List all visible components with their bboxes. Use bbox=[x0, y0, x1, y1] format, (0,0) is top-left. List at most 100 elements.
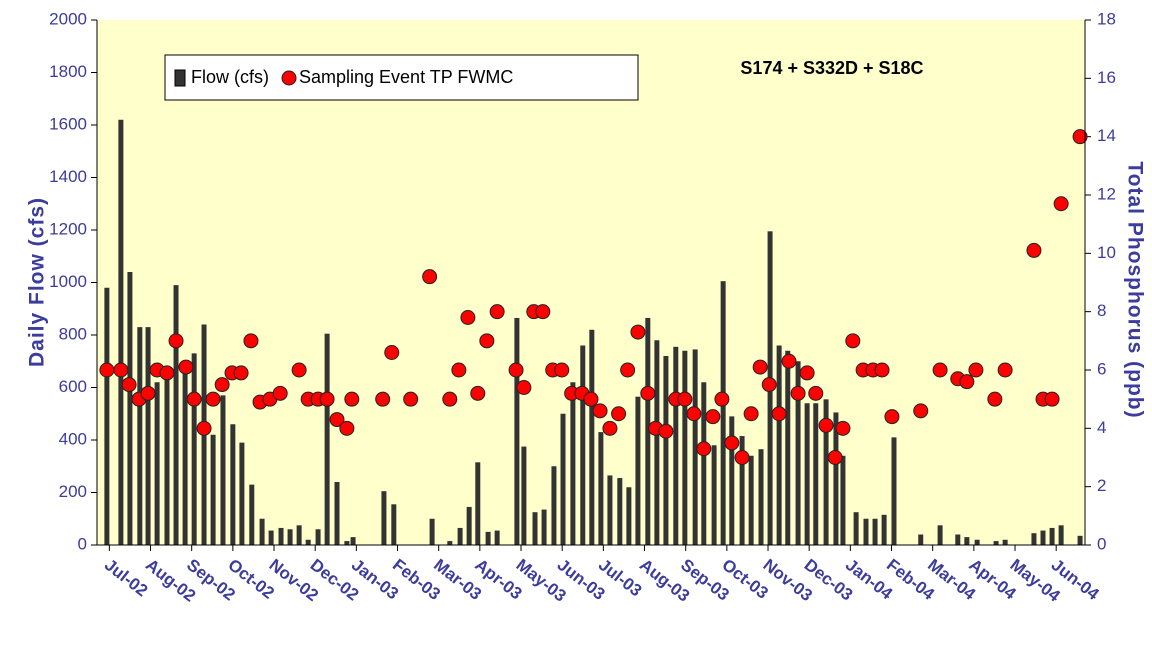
point bbox=[677, 391, 693, 407]
bar bbox=[729, 416, 735, 545]
bar bbox=[654, 340, 660, 545]
bar bbox=[154, 382, 160, 545]
bar bbox=[315, 529, 321, 545]
point bbox=[375, 391, 391, 407]
legend-box bbox=[164, 54, 639, 101]
point bbox=[620, 362, 636, 378]
y2-axis-title: Total Phosphorus (ppb) bbox=[1123, 161, 1146, 418]
point bbox=[1026, 242, 1042, 258]
point bbox=[344, 391, 360, 407]
bar bbox=[823, 399, 829, 545]
legend-swatch bbox=[174, 69, 186, 87]
point bbox=[442, 391, 458, 407]
point bbox=[724, 435, 740, 451]
point bbox=[384, 345, 400, 360]
point bbox=[686, 406, 702, 422]
bar bbox=[863, 518, 869, 545]
bar bbox=[626, 487, 632, 545]
point bbox=[835, 420, 851, 436]
bar bbox=[457, 527, 463, 545]
bar bbox=[663, 356, 669, 545]
point bbox=[339, 420, 355, 436]
y-axis-title: Daily Flow (cfs) bbox=[26, 197, 49, 367]
point bbox=[422, 269, 438, 285]
point bbox=[734, 450, 750, 465]
point bbox=[159, 365, 175, 381]
bar bbox=[447, 541, 453, 545]
point bbox=[291, 362, 307, 378]
bar bbox=[701, 382, 707, 545]
y-tick-label: 1000 bbox=[49, 272, 87, 291]
bar bbox=[334, 482, 340, 545]
bar bbox=[1049, 527, 1055, 545]
point bbox=[808, 385, 824, 401]
y2-tick-label: 12 bbox=[1097, 184, 1116, 203]
point bbox=[535, 304, 551, 320]
point bbox=[592, 403, 608, 419]
bar bbox=[833, 412, 839, 545]
annotation: S174 + S332D + S18C bbox=[740, 58, 923, 78]
bar bbox=[1031, 533, 1037, 545]
y2-tick-label: 10 bbox=[1097, 243, 1116, 262]
bar bbox=[955, 534, 961, 545]
point bbox=[640, 385, 656, 401]
bar bbox=[521, 446, 527, 545]
point bbox=[233, 365, 249, 381]
point bbox=[968, 362, 984, 378]
bar bbox=[645, 317, 651, 545]
point bbox=[205, 391, 221, 407]
bar bbox=[748, 455, 754, 545]
bar bbox=[182, 363, 188, 545]
bar bbox=[598, 432, 604, 545]
bar bbox=[485, 531, 491, 545]
bar bbox=[249, 484, 255, 545]
bar bbox=[795, 361, 801, 545]
bar bbox=[137, 327, 143, 545]
bar bbox=[173, 285, 179, 545]
point bbox=[121, 377, 137, 393]
point bbox=[113, 362, 129, 378]
y2-tick-label: 8 bbox=[1097, 301, 1106, 320]
bar bbox=[268, 530, 274, 545]
y-tick-label: 1200 bbox=[49, 219, 87, 238]
bar bbox=[296, 525, 302, 545]
bar bbox=[739, 436, 745, 545]
bar bbox=[230, 424, 236, 545]
point bbox=[658, 423, 674, 439]
bar bbox=[127, 272, 133, 545]
point bbox=[827, 450, 843, 465]
bar bbox=[692, 349, 698, 545]
point bbox=[479, 333, 495, 349]
point bbox=[178, 359, 194, 375]
y2-tick-label: 0 bbox=[1097, 534, 1106, 553]
point bbox=[403, 391, 419, 407]
bar bbox=[720, 281, 726, 545]
bar bbox=[918, 534, 924, 545]
point bbox=[1053, 196, 1069, 212]
bar bbox=[104, 287, 110, 545]
point bbox=[845, 333, 861, 349]
point bbox=[329, 412, 345, 428]
bar bbox=[974, 539, 980, 545]
bar bbox=[466, 506, 472, 545]
y2-tick-label: 6 bbox=[1097, 359, 1106, 378]
y-tick-label: 1400 bbox=[49, 167, 87, 186]
bar bbox=[785, 350, 791, 545]
bar bbox=[891, 437, 897, 545]
point bbox=[516, 380, 532, 395]
bar bbox=[305, 539, 311, 545]
y2-tick-label: 18 bbox=[1097, 9, 1116, 28]
bar bbox=[532, 512, 538, 545]
legend-label: Sampling Event TP FWMC bbox=[299, 67, 513, 87]
point bbox=[243, 333, 259, 349]
point bbox=[932, 362, 948, 378]
point bbox=[451, 362, 467, 378]
bar bbox=[541, 509, 547, 545]
bar bbox=[350, 537, 356, 545]
bar bbox=[758, 449, 764, 545]
bar bbox=[560, 413, 566, 545]
bar bbox=[881, 514, 887, 545]
point bbox=[460, 310, 476, 325]
y2-tick-label: 14 bbox=[1097, 126, 1116, 145]
